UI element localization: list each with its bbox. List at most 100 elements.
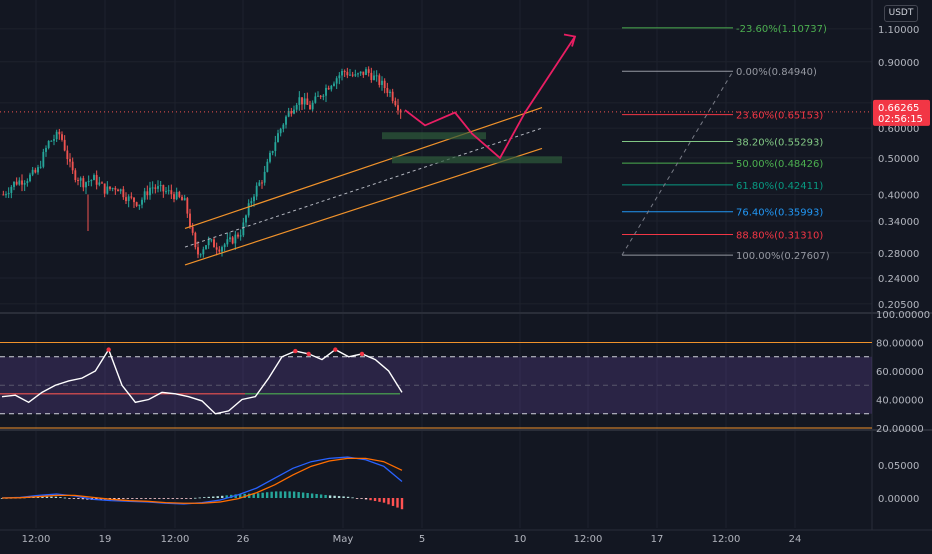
rsi-overbought-mark xyxy=(106,347,111,352)
support-zone-upper xyxy=(382,132,486,140)
macd-histogram-bar xyxy=(328,495,332,498)
macd-histogram-bar xyxy=(207,496,210,498)
candle-body xyxy=(279,128,282,134)
macd-histogram-bar xyxy=(360,498,363,499)
price-tick-label: 0.20500 xyxy=(878,300,919,311)
channel-mid-line xyxy=(184,127,543,248)
candle-body xyxy=(394,100,397,106)
candle-body xyxy=(93,175,95,181)
candle-body xyxy=(250,201,253,204)
macd-histogram-bar xyxy=(59,497,62,498)
candle-body xyxy=(274,142,277,152)
rsi-tick-label: 20.00000 xyxy=(876,424,924,435)
time-tick-label: 26 xyxy=(237,534,250,545)
macd-histogram-bar xyxy=(77,498,80,499)
candle-body xyxy=(173,194,175,200)
candle-body xyxy=(162,185,165,192)
fib-trend-line xyxy=(621,70,734,256)
fib-level-label: 88.80%(0.31310) xyxy=(736,231,823,242)
candle-body xyxy=(71,161,74,171)
candle-body xyxy=(34,169,37,173)
macd-histogram-bar xyxy=(400,498,404,510)
candle-body xyxy=(55,131,58,140)
price-tick-label: 0.40000 xyxy=(878,190,919,201)
candle-body xyxy=(218,249,221,252)
macd-histogram-bar xyxy=(140,498,143,499)
time-tick-label: 19 xyxy=(99,534,112,545)
macd-histogram-bar xyxy=(373,498,377,502)
candle-body xyxy=(79,178,82,181)
price-tick-label: 1.10000 xyxy=(878,25,919,36)
macd-panel[interactable] xyxy=(0,456,404,510)
macd-histogram-bar xyxy=(288,491,291,498)
candle-body xyxy=(42,151,45,167)
currency-badge[interactable]: USDT xyxy=(884,5,918,22)
candle-body xyxy=(37,167,39,173)
macd-histogram-bar xyxy=(122,498,125,499)
fib-level-label: 100.00%(0.27607) xyxy=(736,251,830,262)
candle-body xyxy=(389,91,391,93)
macd-histogram-bar xyxy=(189,498,192,499)
candle-body xyxy=(23,183,26,185)
macd-histogram-bar xyxy=(72,498,76,499)
candle-body xyxy=(61,134,63,140)
macd-histogram-bar xyxy=(0,498,4,499)
candle-body xyxy=(133,197,135,203)
candle-body xyxy=(378,75,381,85)
macd-histogram-bar xyxy=(310,493,314,498)
candle-body xyxy=(285,116,287,125)
macd-histogram-bar xyxy=(225,495,228,498)
macd-histogram-bar xyxy=(216,496,219,498)
rsi-overbought-mark xyxy=(293,348,298,354)
macd-histogram-bar xyxy=(158,498,161,499)
candle-body xyxy=(239,235,242,237)
candle-body xyxy=(127,196,130,202)
axes: 1.100000.900000.700000.600000.500000.400… xyxy=(22,25,930,545)
candle-body xyxy=(7,192,10,195)
candle-body xyxy=(58,131,61,135)
rsi-tick-label: 80.00000 xyxy=(876,339,924,350)
macd-histogram-bar xyxy=(203,497,206,498)
candle-body xyxy=(191,226,194,233)
candle-body xyxy=(373,75,375,80)
candle-body xyxy=(189,213,191,227)
macd-histogram-bar xyxy=(292,491,296,498)
candle-body xyxy=(170,190,173,195)
rsi-panel[interactable] xyxy=(0,342,872,429)
projection-path xyxy=(404,36,576,160)
fib-level-label: 23.60%(0.65153) xyxy=(736,111,823,122)
macd-histogram-bar xyxy=(180,498,183,499)
candle-body xyxy=(98,182,101,185)
macd-histogram-bar xyxy=(41,496,44,498)
macd-histogram-bar xyxy=(221,495,224,498)
candle-body xyxy=(2,194,5,196)
rsi-tick-label: 100.00000 xyxy=(876,310,930,321)
candle-body xyxy=(215,247,218,250)
macd-histogram-bar xyxy=(153,498,157,499)
candle-body xyxy=(370,72,373,80)
candle-body xyxy=(386,88,389,93)
candle-body xyxy=(66,150,69,160)
macd-histogram-bar xyxy=(45,496,49,498)
candle-body xyxy=(154,187,157,189)
candle-body xyxy=(365,69,367,75)
macd-histogram-bar xyxy=(135,498,139,499)
time-tick-label: 12:00 xyxy=(22,534,51,545)
candle-body xyxy=(346,71,349,76)
candle-body xyxy=(359,71,362,74)
projection-arrowhead xyxy=(563,33,577,47)
macd-histogram-bar xyxy=(342,496,345,498)
candle-body xyxy=(15,181,18,185)
candle-body xyxy=(325,87,327,96)
candle-body xyxy=(271,151,274,153)
candle-body xyxy=(311,102,314,110)
candle-body xyxy=(117,189,119,192)
candle-body xyxy=(178,191,181,197)
price-panel[interactable]: -23.60%(1.10737) 0.00%(0.84940) 23.60%(0.6… xyxy=(0,24,872,266)
candle-body xyxy=(50,140,53,142)
candle-body xyxy=(183,198,186,201)
candle-body xyxy=(231,237,234,244)
candle-body xyxy=(194,232,197,248)
